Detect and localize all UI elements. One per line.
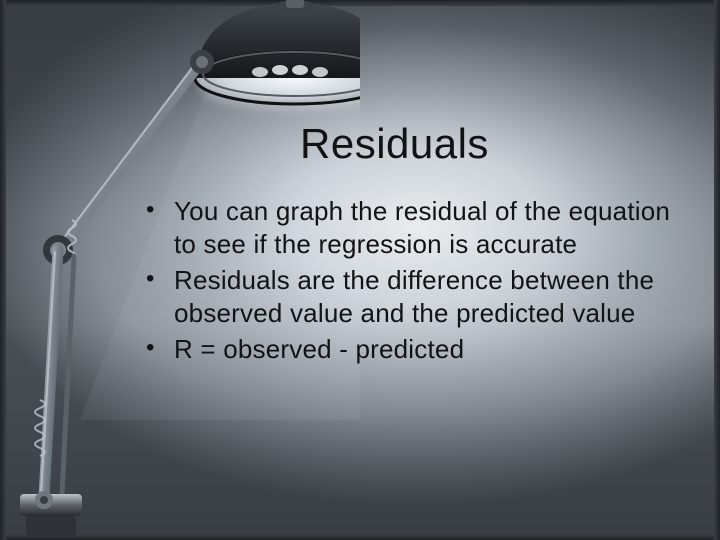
frame-top: [0, 0, 720, 6]
bullet-item: Residuals are the difference between the…: [140, 264, 680, 329]
slide-title: Residuals: [300, 120, 489, 168]
bullet-item: R = observed - predicted: [140, 333, 680, 366]
bullet-item: You can graph the residual of the equati…: [140, 195, 680, 260]
slide-body: You can graph the residual of the equati…: [140, 195, 680, 370]
frame-bottom: [0, 534, 720, 540]
frame-right: [714, 0, 720, 540]
bullet-list: You can graph the residual of the equati…: [140, 195, 680, 366]
slide-container: Residuals You can graph the residual of …: [0, 0, 720, 540]
frame-left: [0, 0, 6, 540]
